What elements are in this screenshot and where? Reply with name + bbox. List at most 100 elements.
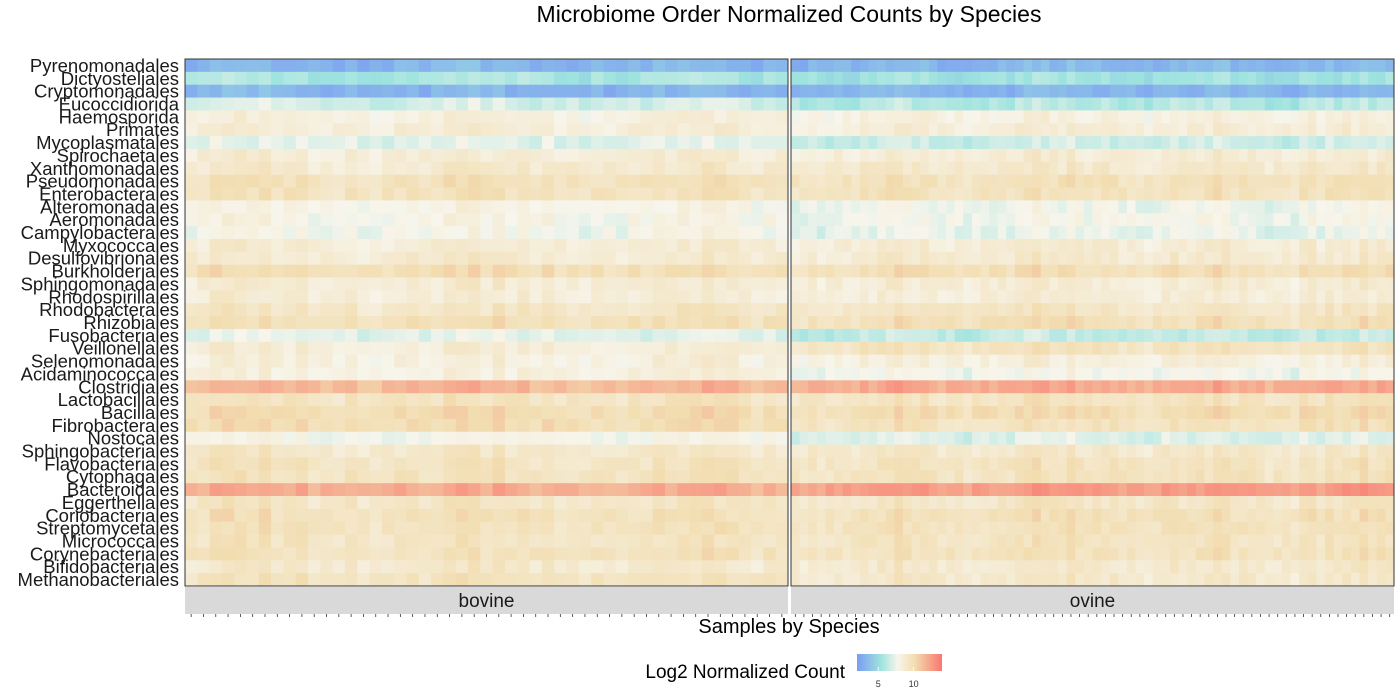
heatmap-cell: [1299, 110, 1309, 124]
heatmap-cell: [1307, 84, 1317, 98]
heatmap-cell: [911, 97, 921, 111]
heatmap-cell: [1325, 508, 1335, 523]
heatmap-cell: [1058, 496, 1068, 510]
heatmap-cell: [877, 84, 887, 98]
heatmap-cell: [1333, 110, 1343, 124]
heatmap-cell: [834, 59, 844, 73]
heatmap-cell: [714, 226, 727, 240]
heatmap-cell: [1195, 534, 1205, 548]
heatmap-cell: [455, 367, 469, 381]
row-label: Cryptomonadales: [34, 81, 179, 102]
heatmap-cell: [738, 238, 752, 253]
heatmap-cell: [1299, 97, 1309, 111]
heatmap-cell: [1307, 380, 1317, 394]
heatmap-cell: [1066, 277, 1076, 291]
heatmap-cell: [418, 200, 432, 214]
heatmap-cell: [468, 84, 481, 98]
heatmap-cell: [808, 97, 818, 111]
heatmap-cell: [652, 303, 666, 317]
heatmap-cell: [1126, 97, 1136, 111]
heatmap-cell: [1101, 341, 1111, 356]
heatmap-cell: [1040, 84, 1050, 98]
heatmap-cell: [1049, 277, 1059, 291]
heatmap-cell: [808, 406, 818, 420]
heatmap-cell: [1385, 187, 1395, 201]
heatmap-cell: [258, 573, 272, 587]
heatmap-cell: [751, 161, 764, 176]
heatmap-cell: [209, 84, 223, 98]
heatmap-cell: [963, 148, 973, 163]
heatmap-cell: [1161, 444, 1171, 458]
heatmap-cell: [1350, 161, 1360, 176]
heatmap-cell: [492, 71, 506, 86]
heatmap-cell: [851, 264, 861, 278]
heatmap-cell: [902, 354, 912, 368]
heatmap-cell: [911, 174, 921, 188]
heatmap-cell: [980, 238, 990, 253]
heatmap-cell: [1299, 226, 1309, 240]
heatmap-cell: [816, 380, 826, 394]
heatmap-cell: [842, 431, 852, 446]
heatmap-cell: [221, 521, 235, 535]
heatmap-cell: [271, 341, 284, 356]
heatmap-cell: [603, 393, 617, 407]
heatmap-cell: [1221, 277, 1231, 291]
heatmap-cell: [1350, 573, 1360, 587]
heatmap-cell: [1135, 303, 1145, 317]
heatmap-cell: [492, 316, 506, 330]
heatmap-cell: [1204, 560, 1214, 574]
heatmap-cell: [1385, 59, 1395, 73]
heatmap-cell: [825, 226, 835, 240]
heatmap-cell: [615, 148, 629, 163]
heatmap-cell: [751, 71, 764, 86]
heatmap-cell: [185, 148, 198, 163]
heatmap-cell: [677, 547, 690, 561]
heatmap-cell: [394, 483, 407, 497]
heatmap-cell: [603, 290, 617, 304]
heatmap-cell: [1187, 547, 1197, 561]
heatmap-cell: [868, 573, 878, 587]
heatmap-cell: [1385, 71, 1395, 86]
heatmap-cell: [1247, 418, 1257, 433]
heatmap-cell: [603, 59, 617, 73]
heatmap-cell: [332, 444, 346, 458]
heatmap-cell: [1040, 496, 1050, 510]
heatmap-cell: [1187, 444, 1197, 458]
heatmap-cell: [1238, 187, 1248, 201]
heatmap-cell: [726, 431, 740, 446]
heatmap-cell: [271, 148, 284, 163]
heatmap-cell: [344, 71, 358, 86]
heatmap-cell: [1066, 341, 1076, 356]
heatmap-cell: [1282, 110, 1292, 124]
heatmap-cell: [808, 496, 818, 510]
heatmap-cell: [1350, 431, 1360, 446]
heatmap-cell: [258, 380, 272, 394]
heatmap-cell: [1135, 393, 1145, 407]
heatmap-cell: [197, 200, 211, 214]
heatmap-cell: [258, 444, 272, 458]
heatmap-cell: [664, 123, 678, 137]
heatmap-cell: [418, 406, 432, 420]
heatmap-cell: [920, 444, 930, 458]
heatmap-cell: [1152, 560, 1162, 574]
heatmap-cell: [1109, 457, 1119, 471]
heatmap-cell: [677, 200, 690, 214]
heatmap-cell: [834, 161, 844, 176]
heatmap-cell: [1359, 508, 1369, 523]
heatmap-cell: [504, 431, 518, 446]
heatmap-cell: [1385, 200, 1395, 214]
heatmap-cell: [902, 238, 912, 253]
heatmap-cell: [851, 174, 861, 188]
heatmap-cell: [1023, 521, 1033, 535]
heatmap-cell: [954, 316, 964, 330]
heatmap-cell: [1333, 483, 1343, 497]
heatmap-cell: [480, 187, 494, 201]
heatmap-cell: [529, 354, 543, 368]
heatmap-cell: [799, 354, 809, 368]
heatmap-cell: [1040, 264, 1050, 278]
heatmap-cell: [1170, 277, 1180, 291]
heatmap-cell: [480, 238, 494, 253]
heatmap-cell: [1135, 470, 1145, 484]
heatmap-cell: [799, 367, 809, 381]
heatmap-cell: [480, 444, 494, 458]
